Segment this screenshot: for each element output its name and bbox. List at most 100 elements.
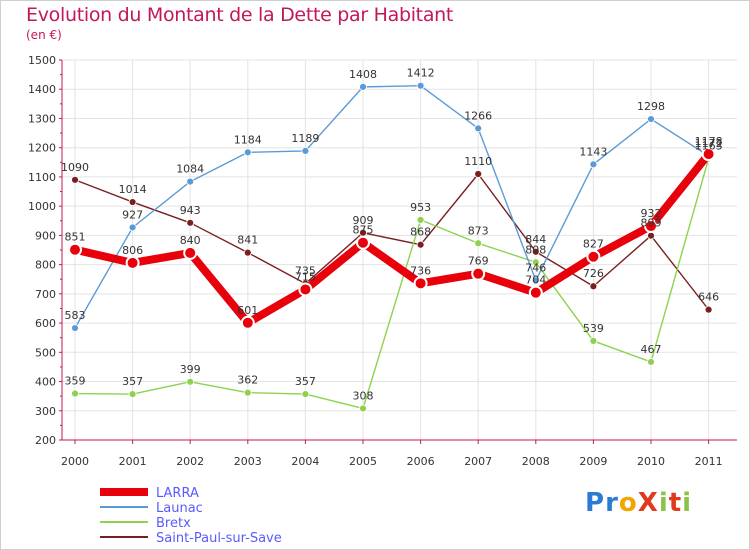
data-point	[647, 115, 655, 123]
data-point	[243, 248, 252, 257]
data-label: 746	[525, 261, 546, 274]
data-point	[531, 276, 540, 285]
data-point	[183, 245, 198, 260]
y-tick-label: 1400	[28, 83, 56, 96]
data-point	[589, 337, 598, 345]
y-tick-label: 1100	[28, 171, 56, 184]
data-point	[128, 198, 137, 206]
data-point	[474, 239, 483, 248]
data-label: 357	[295, 375, 316, 388]
chart-title: Evolution du Montant de la Dette par Hab…	[26, 4, 454, 26]
series-line-saint-paul-sur-save	[74, 173, 710, 311]
x-tick-label: 2009	[579, 455, 607, 468]
x-tick-label: 2010	[637, 455, 665, 468]
data-label: 1412	[407, 67, 435, 80]
y-tick-label: 700	[35, 288, 56, 301]
logo-letter: o	[618, 488, 638, 518]
data-point	[413, 276, 428, 291]
data-label: 715	[295, 270, 316, 283]
data-point	[474, 170, 483, 178]
data-label: 359	[65, 375, 86, 388]
y-tick-label: 400	[35, 376, 56, 389]
logo-letter: P	[585, 488, 606, 518]
plot-area	[62, 60, 737, 440]
x-tick-label: 2011	[695, 455, 723, 468]
data-point	[416, 240, 425, 249]
data-point	[701, 147, 716, 162]
logo-letter: t	[668, 488, 683, 518]
data-label: 840	[180, 234, 201, 247]
data-point	[186, 218, 195, 227]
data-point	[416, 215, 425, 224]
data-point	[128, 390, 137, 399]
data-point	[471, 266, 486, 281]
data-label: 601	[237, 304, 258, 317]
data-point	[71, 389, 79, 398]
logo-letter: i	[682, 488, 693, 518]
data-label: 827	[583, 238, 604, 251]
data-point	[71, 324, 79, 332]
data-label: 308	[353, 389, 374, 402]
logo-letter: i	[658, 488, 669, 518]
x-tick-label: 2008	[522, 455, 550, 468]
data-label: 399	[180, 363, 201, 376]
data-label: 646	[698, 291, 719, 304]
data-label: 726	[583, 267, 604, 280]
y-tick-label: 1200	[28, 142, 56, 155]
x-tick-label: 2005	[349, 455, 377, 468]
y-tick-label: 500	[35, 346, 56, 359]
data-label: 943	[180, 204, 201, 217]
data-label: 1184	[234, 133, 262, 146]
y-tick-label: 800	[35, 259, 56, 272]
data-label: 927	[122, 208, 143, 221]
legend-label: Launac	[156, 501, 203, 516]
data-label: 1178	[695, 135, 723, 148]
data-point	[644, 219, 658, 234]
data-label: 899	[641, 217, 662, 230]
data-point	[531, 247, 540, 256]
chart-subtitle: (en €)	[26, 28, 62, 42]
data-label: 735	[295, 265, 316, 278]
data-point	[528, 285, 543, 300]
data-label: 769	[468, 255, 489, 268]
x-tick-label: 2001	[119, 455, 147, 468]
legend-label: Saint-Paul-sur-Save	[156, 531, 282, 546]
data-label: 953	[410, 201, 431, 214]
data-label: 844	[525, 233, 546, 246]
data-label: 583	[65, 309, 86, 322]
data-label: 1266	[464, 109, 492, 122]
data-point	[68, 242, 82, 257]
data-label: 808	[525, 243, 546, 256]
data-label: 539	[583, 322, 604, 335]
data-label: 1110	[464, 155, 492, 168]
data-label: 1014	[119, 183, 147, 196]
y-tick-label: 900	[35, 229, 56, 242]
data-label: 1143	[579, 145, 607, 158]
data-label: 868	[410, 226, 431, 239]
data-point	[474, 124, 483, 133]
data-label: 1084	[176, 163, 204, 176]
data-label: 932	[641, 207, 662, 220]
data-point	[586, 249, 601, 264]
data-label: 704	[525, 274, 546, 287]
x-tick-label: 2004	[291, 455, 319, 468]
data-label: 1189	[291, 132, 319, 145]
data-point	[589, 160, 598, 169]
data-label: 1408	[349, 68, 377, 81]
data-point	[243, 148, 252, 157]
series-line-launac	[74, 85, 710, 329]
logo-letter: X	[637, 488, 659, 518]
data-point	[243, 388, 252, 397]
y-tick-label: 200	[35, 434, 56, 447]
x-tick-label: 2000	[61, 455, 89, 468]
data-label: 806	[122, 244, 143, 257]
data-point	[301, 147, 310, 155]
series-line-bretx	[74, 157, 710, 410]
y-tick-label: 600	[35, 317, 56, 330]
data-label: 357	[122, 375, 143, 388]
data-label: 1172	[695, 137, 723, 150]
data-label: 841	[237, 234, 258, 247]
y-tick-label: 1300	[28, 112, 56, 125]
legend-label: LARRA	[156, 486, 199, 501]
